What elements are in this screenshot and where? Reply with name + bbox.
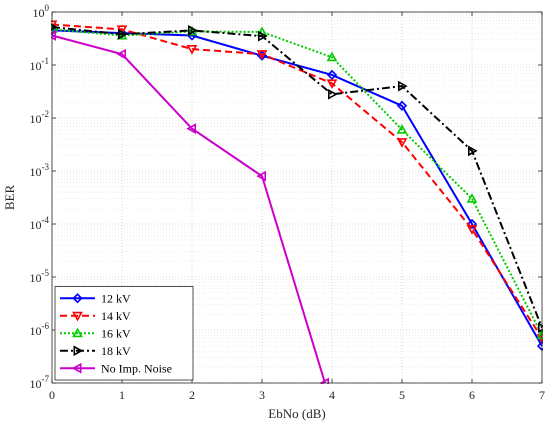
series-18-kv	[51, 23, 543, 334]
legend-label: 16 kV	[101, 326, 131, 340]
data-point	[256, 170, 267, 182]
y-tick-label: 10-2	[30, 109, 50, 126]
series-line	[51, 26, 543, 329]
legend: 12 kV 14 kV 16 kV 18 kV No Imp. Noise	[54, 286, 194, 381]
data-point	[72, 293, 83, 304]
legend-label: No Imp. Noise	[101, 361, 172, 375]
data-point	[397, 80, 408, 92]
series-line	[51, 28, 543, 336]
data-point	[188, 25, 198, 36]
legend-item: 14 kV	[60, 309, 131, 323]
x-tick-label: 3	[259, 388, 265, 402]
x-tick-label: 2	[189, 388, 195, 402]
y-tick-label: 10-6	[30, 321, 50, 338]
y-tick-label: 10-7	[30, 374, 50, 391]
data-point	[396, 124, 408, 134]
data-point	[467, 145, 478, 157]
data-point	[186, 45, 198, 55]
x-tick-label: 6	[469, 388, 475, 402]
y-tick-label: 10-1	[30, 56, 50, 73]
x-tick-label: 0	[49, 388, 55, 402]
y-axis-label: BER	[2, 185, 17, 211]
axis-ticks: 0 1 2 3 4 5 6 7 100 10-1 10-2 10-3 10-4 10-5 10-6 10-7	[30, 3, 546, 402]
x-tick-label: 1	[119, 388, 125, 402]
data-point	[466, 193, 478, 203]
data-point	[466, 218, 478, 230]
x-tick-label: 4	[329, 388, 335, 402]
y-tick-label: 100	[33, 3, 50, 20]
legend-label: 18 kV	[101, 344, 131, 358]
legend-item: 16 kV	[60, 326, 131, 340]
data-point	[72, 327, 83, 338]
data-point	[466, 225, 478, 235]
legend-label: 12 kV	[101, 291, 131, 305]
data-point	[186, 123, 196, 134]
data-point	[256, 50, 268, 60]
legend-item: No Imp. Noise	[60, 361, 172, 375]
legend-label: 14 kV	[101, 309, 131, 323]
y-tick-label: 10-5	[30, 268, 50, 285]
data-point	[73, 345, 84, 357]
data-point	[396, 100, 408, 111]
data-point	[257, 30, 268, 42]
data-point	[71, 362, 82, 374]
x-axis-label: EbNo (dB)	[268, 406, 325, 421]
y-tick-label: 10-3	[30, 162, 50, 179]
data-point	[327, 88, 338, 100]
data-point	[396, 138, 408, 148]
y-tick-label: 10-4	[30, 215, 50, 232]
plot-frame	[51, 11, 543, 384]
series-line	[51, 34, 326, 384]
data-point	[326, 69, 338, 81]
x-tick-label: 7	[539, 388, 545, 402]
data-point	[326, 79, 338, 90]
data-point	[72, 311, 83, 322]
x-tick-label: 5	[399, 388, 405, 402]
legend-item: 18 kV	[60, 344, 131, 358]
data-point	[118, 28, 128, 40]
data-point	[537, 322, 543, 334]
legend-item: 12 kV	[60, 291, 131, 305]
data-point	[326, 51, 338, 62]
data-point	[116, 48, 126, 60]
data-point	[116, 25, 128, 36]
